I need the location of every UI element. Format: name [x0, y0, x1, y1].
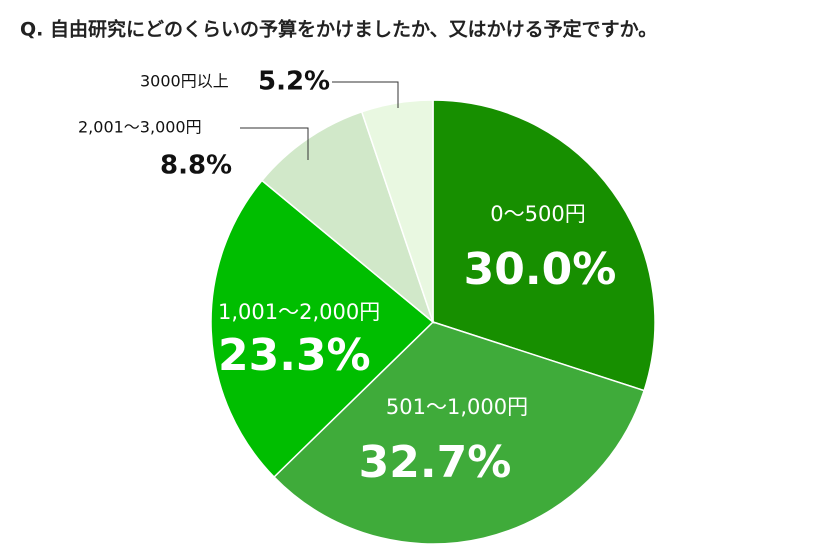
- leader-line: [332, 81, 399, 108]
- pie-slice: [210, 179, 435, 479]
- chart-title: Q. 自由研究にどのくらいの予算をかけましたか、又はかける予定ですか。: [20, 18, 657, 41]
- pie-slice: [273, 321, 646, 545]
- leader-line: [240, 127, 309, 160]
- pie-slice: [432, 99, 656, 392]
- slice-category-label: 1,001〜2,000円: [218, 300, 380, 324]
- slice-value-label: 23.3%: [218, 330, 371, 381]
- slice-value-label: 30.0%: [464, 244, 617, 295]
- pie-slice: [260, 110, 435, 325]
- pie-slice: [360, 99, 434, 323]
- slice-category-label: 0〜500円: [490, 202, 585, 226]
- slice-category-label: 2,001〜3,000円: [78, 118, 202, 137]
- slice-value-label: 32.7%: [359, 437, 512, 488]
- slice-value-label: 8.8%: [160, 151, 232, 181]
- slice-category-label: 3000円以上: [140, 72, 229, 91]
- slice-value-label: 5.2%: [258, 67, 330, 97]
- slice-category-label: 501〜1,000円: [386, 395, 528, 419]
